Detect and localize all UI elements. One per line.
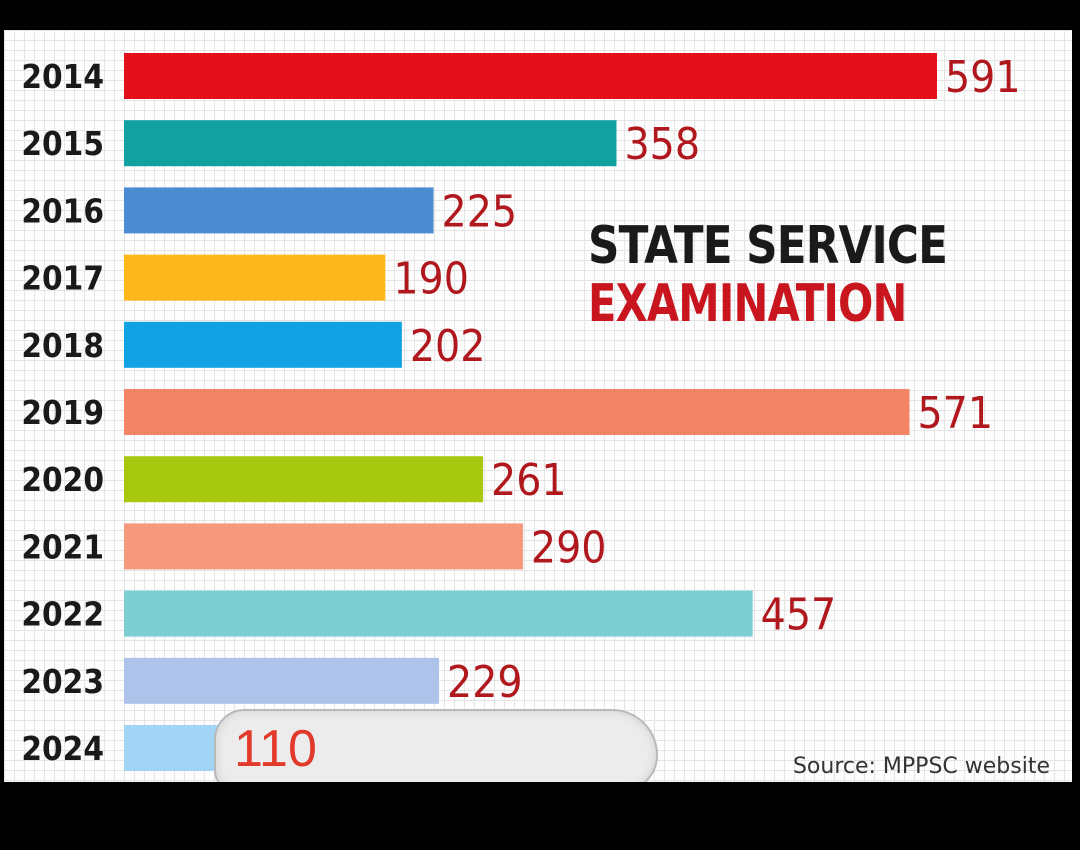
value-label-2014: 591 [945, 52, 1021, 103]
year-label-2023: 2023 [21, 662, 104, 701]
year-label-2018: 2018 [21, 326, 104, 365]
bar-2019 [124, 389, 910, 435]
bar-2021 [124, 523, 523, 570]
bar-2023 [124, 657, 440, 704]
value-label-2016: 225 [442, 186, 518, 237]
year-label-2022: 2022 [21, 595, 104, 634]
value-label-2021: 290 [531, 522, 607, 573]
bar-chart: 2014 591 2015 358 2016 225 2017 190 2018 202 2019 5… [21, 52, 1021, 771]
source-note: Source: MPPSC website [792, 754, 1050, 779]
bar-2018 [124, 321, 402, 368]
title-line-2: EXAMINATION [588, 274, 907, 334]
value-label-2023: 229 [447, 657, 523, 708]
bar-2014 [124, 53, 937, 99]
bar-2015 [124, 120, 617, 167]
chart-title: STATE SERVICE EXAMINATION [588, 220, 1015, 330]
year-label-2021: 2021 [21, 527, 104, 566]
year-label-2016: 2016 [21, 191, 104, 230]
year-label-2015: 2015 [21, 124, 104, 163]
value-label-2020: 261 [491, 455, 567, 506]
bar-2020 [124, 456, 484, 503]
overlay-sticker [214, 709, 658, 793]
year-label-2014: 2014 [21, 57, 104, 96]
value-label-2018: 202 [410, 321, 486, 372]
year-label-2024: 2024 [21, 729, 104, 768]
title-line-1: STATE SERVICE [588, 216, 948, 276]
value-label-2019: 571 [917, 388, 993, 439]
bar-2016 [124, 187, 434, 234]
bar-2022 [124, 590, 753, 637]
bar-2017 [124, 254, 386, 301]
year-label-2020: 2020 [21, 460, 104, 499]
value-label-2017: 190 [393, 254, 469, 305]
value-label-2022: 457 [761, 590, 837, 641]
year-label-2017: 2017 [21, 259, 104, 298]
chart-panel: 2014 591 2015 358 2016 225 2017 190 2018 202 2019 5… [4, 30, 1072, 782]
value-label-2015: 358 [624, 119, 700, 170]
year-label-2019: 2019 [21, 393, 104, 432]
bottom-black-bar [0, 782, 1080, 850]
value-label-2024: 110 [234, 720, 317, 778]
